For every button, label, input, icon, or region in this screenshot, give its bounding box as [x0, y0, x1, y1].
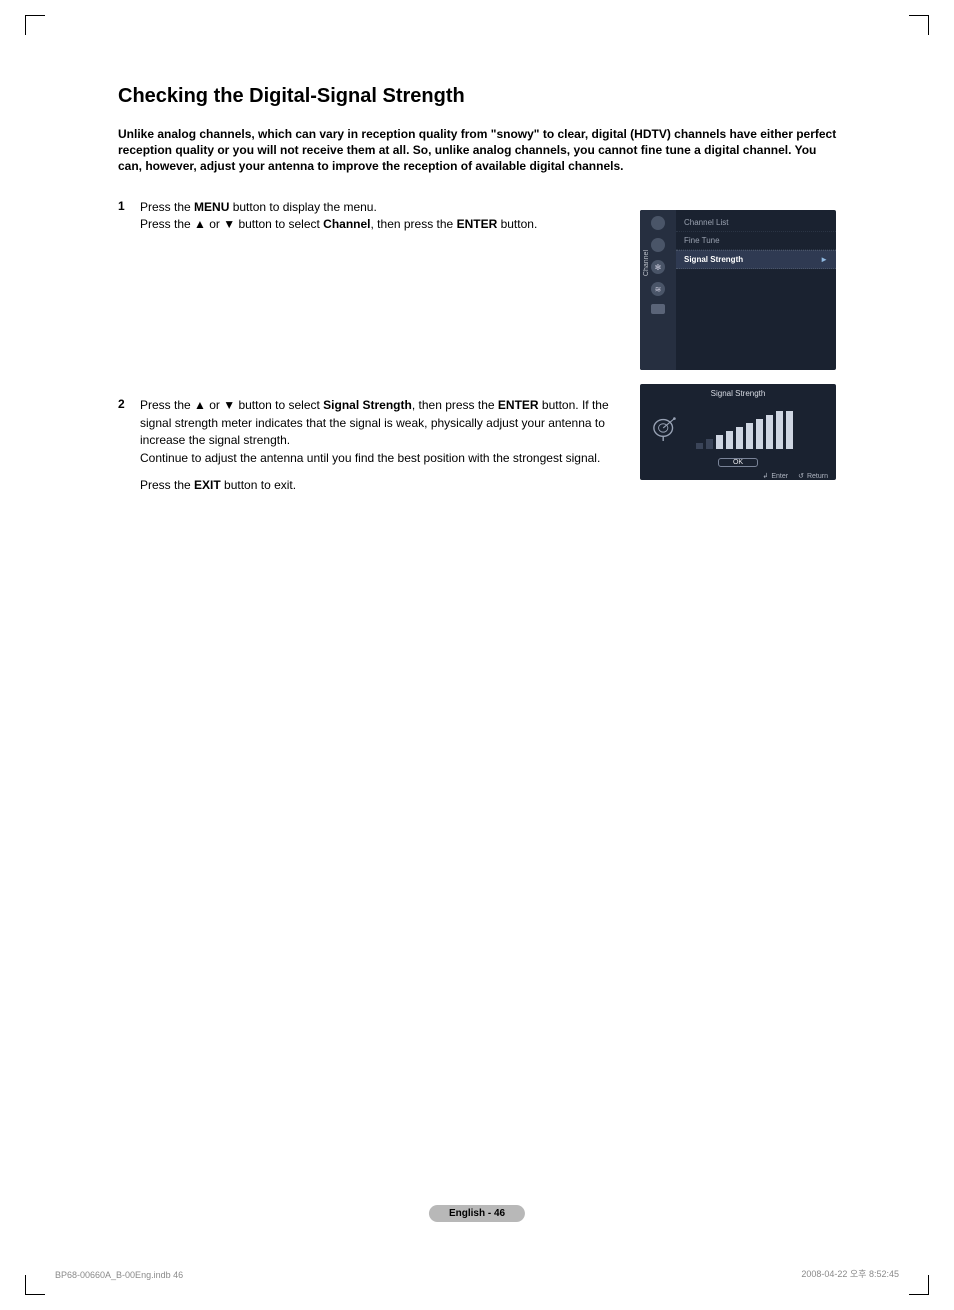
page-number-pill: English - 46 [429, 1205, 525, 1222]
osd-sidebar-label: Channel [643, 250, 650, 276]
application-icon [651, 304, 665, 314]
enter-hint: ↲ Enter [763, 472, 789, 480]
signal-bar [756, 419, 763, 449]
osd-item-channel-list: Channel List [676, 214, 836, 232]
signal-bar [746, 423, 753, 449]
text: Continue to adjust the antenna until you… [140, 451, 600, 465]
text: , then press the [371, 217, 457, 231]
osd-item-signal-strength: Signal Strength ► [676, 250, 836, 269]
bold: ENTER [457, 217, 498, 231]
chevron-right-icon: ► [820, 255, 828, 264]
osd-item-label: Signal Strength [684, 255, 743, 264]
osd-signal-title: Signal Strength [640, 384, 836, 401]
crop-mark [25, 15, 45, 35]
text: Press the ▲ or ▼ button to select [140, 398, 323, 412]
signal-bar [716, 435, 723, 449]
text: button. [497, 217, 537, 231]
bold: EXIT [194, 478, 221, 492]
enter-icon: ↲ [763, 472, 769, 480]
text: button to display the menu. [229, 200, 376, 214]
signal-bar [786, 411, 793, 449]
footer-filename: BP68-00660A_B-00Eng.indb 46 [55, 1270, 183, 1280]
input-icon: ≋ [651, 282, 665, 296]
bold: Signal Strength [323, 398, 412, 412]
return-icon: ↺ [798, 472, 804, 480]
crop-mark [25, 1275, 45, 1295]
crop-mark [909, 1275, 929, 1295]
return-label: Return [807, 473, 828, 480]
enter-label: Enter [771, 473, 788, 480]
step-number: 2 [118, 397, 140, 411]
text: Press the [140, 200, 194, 214]
signal-bars [696, 409, 793, 449]
osd-footer: ↲ Enter ↺ Return [640, 469, 836, 480]
satellite-dish-icon [652, 413, 680, 441]
osd-channel-menu: Channel ✻ ≋ Channel List Fine Tune Signa… [640, 210, 836, 370]
return-hint: ↺ Return [798, 472, 828, 480]
step-body: Press the MENU button to display the men… [140, 199, 620, 234]
osd-signal-strength: Signal Strength OK ↲ Enter ↺ Return [640, 384, 836, 480]
osd-signal-body [640, 401, 836, 449]
sound-icon [651, 238, 665, 252]
osd-ok-row: OK [640, 451, 836, 469]
text: Press the [140, 478, 194, 492]
signal-bar [766, 415, 773, 449]
osd-main: Channel List Fine Tune Signal Strength ► [676, 210, 836, 370]
signal-bar [696, 443, 703, 449]
osd-item-fine-tune: Fine Tune [676, 232, 836, 250]
step-body: Press the ▲ or ▼ button to select Signal… [140, 397, 640, 494]
bold: ENTER [498, 398, 539, 412]
footer-timestamp: 2008-04-22 오후 8:52:45 [801, 1267, 899, 1280]
bold: MENU [194, 200, 229, 214]
text: , then press the [412, 398, 498, 412]
setup-icon: ✻ [651, 260, 665, 274]
signal-bar [706, 439, 713, 449]
crop-mark [909, 15, 929, 35]
picture-icon [651, 216, 665, 230]
step-number: 1 [118, 199, 140, 213]
signal-bar [726, 431, 733, 449]
page-title: Checking the Digital-Signal Strength [118, 85, 838, 108]
osd-sidebar: Channel ✻ ≋ [640, 210, 676, 370]
text: button to exit. [221, 478, 296, 492]
signal-bar [736, 427, 743, 449]
text: Press the ▲ or ▼ button to select [140, 217, 323, 231]
signal-bar [776, 411, 783, 449]
intro-paragraph: Unlike analog channels, which can vary i… [118, 126, 838, 175]
bold: Channel [323, 217, 370, 231]
ok-button: OK [718, 458, 758, 467]
